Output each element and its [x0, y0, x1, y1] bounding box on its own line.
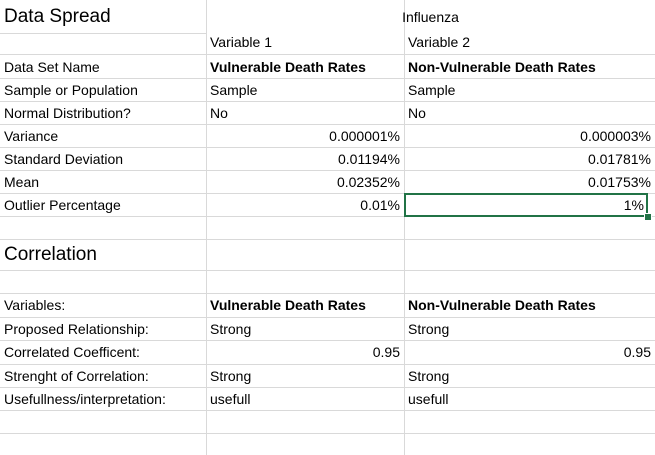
cell-variance-v2[interactable]: 0.000003% — [580, 128, 651, 144]
selected-cell-outline[interactable] — [404, 193, 648, 217]
column-header-variable-2[interactable]: Variable 2 — [408, 34, 471, 50]
cell-outlier-v1[interactable]: 0.01% — [360, 197, 400, 213]
gridline — [0, 54, 655, 55]
cell-strength-v2[interactable]: Strong — [408, 368, 450, 384]
gridline — [0, 33, 206, 34]
cell-dataset-v2[interactable]: Non-Vulnerable Death Rates — [408, 59, 596, 75]
row-label-data-set-name[interactable]: Data Set Name — [4, 59, 100, 75]
row-label-variables[interactable]: Variables: — [4, 297, 66, 313]
gridline — [0, 170, 655, 171]
cell-coefficient-v1[interactable]: 0.95 — [372, 344, 400, 360]
cell-normal-v2[interactable]: No — [408, 105, 426, 121]
cell-mean-v1[interactable]: 0.02352% — [336, 174, 400, 190]
gridline — [0, 317, 655, 318]
gridline — [0, 78, 655, 79]
cell-coefficient-v2[interactable]: 0.95 — [623, 344, 651, 360]
row-label-sample-or-population[interactable]: Sample or Population — [4, 82, 138, 98]
gridline — [0, 364, 655, 365]
gridline — [0, 101, 655, 102]
row-label-strength-of-correlation[interactable]: Strenght of Correlation: — [4, 368, 149, 384]
fill-handle[interactable] — [644, 213, 652, 221]
gridline — [0, 147, 655, 148]
gridline — [0, 340, 655, 341]
gridline — [0, 410, 655, 411]
cell-sample-v2[interactable]: Sample — [408, 82, 456, 98]
cell-variance-v1[interactable]: 0.000001% — [329, 128, 400, 144]
cell-dataset-v1[interactable]: Vulnerable Death Rates — [210, 59, 366, 75]
column-header-variable-1[interactable]: Variable 1 — [210, 34, 273, 50]
row-label-correlated-coefficent[interactable]: Correlated Coefficent: — [4, 344, 140, 360]
cell-sample-v1[interactable]: Sample — [210, 82, 258, 98]
row-label-variance[interactable]: Variance — [4, 128, 59, 144]
cell-stddev-v1[interactable]: 0.01194% — [337, 151, 400, 167]
cell-usefulness-v1[interactable]: usefull — [210, 391, 251, 407]
cell-stddev-v2[interactable]: 0.01781% — [587, 151, 651, 167]
gridline — [0, 124, 655, 125]
section-title-data-spread[interactable]: Data Spread — [4, 6, 111, 27]
row-label-mean[interactable]: Mean — [4, 174, 40, 190]
gridline — [0, 433, 655, 434]
row-label-proposed-relationship[interactable]: Proposed Relationship: — [4, 321, 149, 337]
gridline — [404, 0, 405, 455]
cell-mean-v2[interactable]: 0.01753% — [587, 174, 651, 190]
cell-variables-v2[interactable]: Non-Vulnerable Death Rates — [408, 297, 596, 313]
row-label-standard-deviation[interactable]: Standard Deviation — [4, 151, 124, 167]
gridline — [206, 0, 207, 455]
cell-normal-v1[interactable]: No — [210, 105, 228, 121]
section-title-correlation[interactable]: Correlation — [4, 244, 97, 265]
gridline — [0, 239, 655, 240]
cell-outlier-v2[interactable]: 1% — [623, 197, 644, 213]
gridline — [0, 270, 655, 271]
cell-usefulness-v2[interactable]: usefull — [408, 391, 449, 407]
gridline — [0, 387, 655, 388]
cell-strength-v1[interactable]: Strong — [210, 368, 252, 384]
row-label-usefulness[interactable]: Usefullness/interpretation: — [4, 391, 166, 407]
gridline — [0, 216, 655, 217]
gridline — [0, 193, 655, 194]
cell-proposed-v2[interactable]: Strong — [408, 321, 450, 337]
row-label-outlier-percentage[interactable]: Outlier Percentage — [4, 197, 121, 213]
cell-variables-v1[interactable]: Vulnerable Death Rates — [210, 297, 366, 313]
cell-proposed-v1[interactable]: Strong — [210, 321, 252, 337]
group-header-influenza[interactable]: Influenza — [402, 9, 459, 25]
row-label-normal-distribution[interactable]: Normal Distribution? — [4, 105, 131, 121]
gridline — [0, 293, 655, 294]
